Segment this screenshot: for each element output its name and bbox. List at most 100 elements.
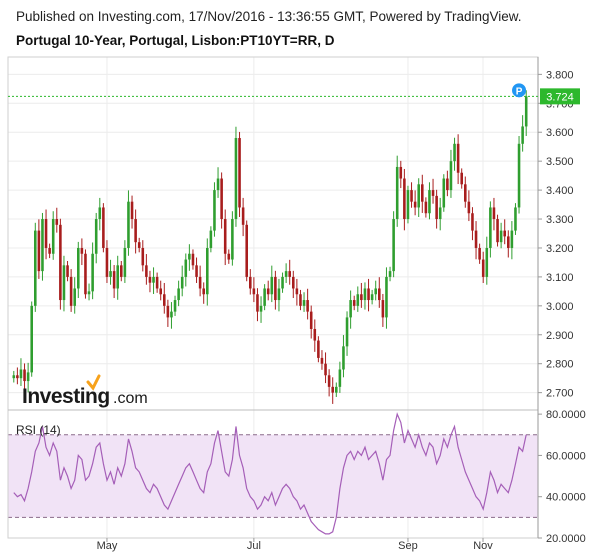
candle-body [152,276,155,283]
candle-body [485,247,489,277]
candle-body [352,300,356,306]
rsi-tick-label: 80.0000 [546,409,586,421]
price-tick-label: 3.400 [546,185,574,197]
p-marker [512,83,527,98]
candle-body [98,207,102,220]
price-tick-label: 3.800 [546,69,574,81]
x-tick-label: Jul [247,540,261,552]
candle-body [428,190,431,214]
candle-body [281,276,284,289]
candle-body [263,288,266,306]
candle-body [62,265,66,301]
candle-body [241,207,245,225]
candle-body [145,265,148,277]
candle-body [381,300,385,318]
candle-body [320,357,324,364]
candle-body [467,201,471,214]
candle-body [474,230,478,248]
candle-body [202,288,205,295]
candle-body [288,271,291,277]
candle-body [349,300,352,318]
candle-body [188,253,191,260]
candle-body [324,363,327,376]
candle-body [234,138,238,220]
candle-body [309,311,313,329]
candle-body [198,276,202,289]
candle-body [206,247,209,295]
candle-body [23,369,26,382]
candle-body [360,294,363,301]
logo-check-icon [86,374,101,391]
candle-body [302,300,306,306]
instrument-title: Portugal 10-Year, Portugal, Lisbon:PT10Y… [16,33,335,48]
rsi-tick-label: 60.0000 [546,450,586,462]
candle-body [123,247,127,277]
axes: MayJulSepNov3.8003.7003.6003.5003.4003.3… [7,56,586,552]
candle-body [127,201,130,248]
candle-body [456,143,460,173]
candle-body [363,288,367,301]
x-tick-label: Sep [398,540,418,552]
candle-body [421,184,424,202]
candle-body [431,190,435,196]
candle-body [177,288,180,301]
candle-body [492,207,496,220]
candle-body [19,369,23,379]
candle-body [213,190,216,231]
candle-body [44,219,48,248]
candle-body [378,288,381,301]
candle-body [134,219,137,243]
candle-body [292,276,295,289]
candle-body [180,276,184,289]
candle-body [252,288,256,295]
candle-body [345,317,349,347]
price-tick-label: 3.300 [546,214,574,226]
candle-body [159,288,162,295]
candle-body [191,253,195,266]
candle-body [356,294,360,306]
candle-body [87,291,91,295]
candle-body [109,271,112,277]
candle-body [130,201,134,220]
candle-body [116,265,119,289]
candle-body [424,201,428,214]
candle-body [227,253,231,260]
logo-wordmark: Investing [22,385,110,408]
last-price-badge [540,88,580,105]
candle-body [55,219,59,225]
candle-body [249,276,252,289]
price-tick-label: 2.700 [546,388,574,400]
candle-body [410,190,413,202]
candle-body [313,328,317,341]
candle-body [59,224,62,301]
logo-suffix: .com [113,390,148,407]
candle-body [216,178,220,191]
candle-body [12,375,16,379]
price-tick-label: 3.600 [546,127,574,139]
candle-body [259,305,263,312]
candle-body [499,230,503,243]
candle-body [481,259,485,277]
candle-body [392,219,395,272]
candle-body [327,375,331,387]
candles [12,90,528,404]
candle-body [102,207,105,248]
published-note: Published on Investing.com, 17/Nov/2016 … [16,9,522,24]
candle-body [148,276,152,283]
candle-body [223,219,227,254]
candle-body [170,311,173,318]
candle-body [510,230,514,248]
candle-body [231,219,234,260]
candle-body [295,288,299,295]
candle-body [442,178,446,208]
candle-body [395,166,399,220]
candle-body [460,172,463,185]
candle-body [284,271,288,277]
candle-body [270,276,274,295]
rsi-line [13,412,527,535]
candle-body [517,143,521,208]
candle-body [91,253,94,292]
candle-body [41,219,44,272]
candle-body [163,294,166,306]
